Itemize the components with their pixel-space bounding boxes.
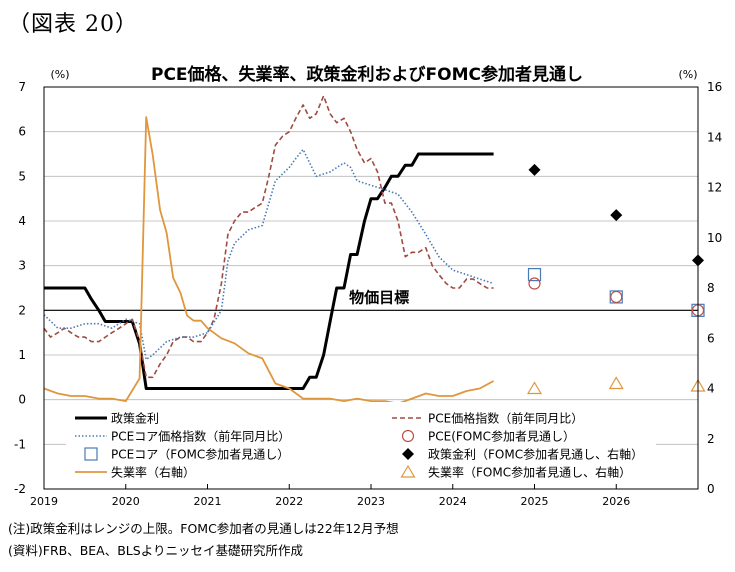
marker-pce-projection <box>401 429 415 443</box>
marker-unemployment-projection <box>526 381 543 395</box>
right-axis-unit: (%) <box>678 68 697 81</box>
legend: 政策金利 PCE価格指数（前年同月比） PCEコア価格指数（前年同月比） PCE(FO… <box>66 402 656 482</box>
y-left-tick-label: 0 <box>18 393 26 407</box>
y-right-tick-label: 8 <box>707 281 715 295</box>
legend-label: 失業率（FOMC参加者見通し、右軸） <box>428 465 631 480</box>
x-tick-label: 2021 <box>194 495 222 508</box>
legend-label: PCEコア（FOMC参加者見通し） <box>111 447 289 462</box>
x-tick-label: 2022 <box>275 495 303 508</box>
legend-label: 失業率（右軸） <box>111 465 195 480</box>
marker-pce-projection <box>610 290 623 304</box>
y-left-tick-label: 1 <box>18 348 26 362</box>
marker-unemployment-projection <box>608 376 624 390</box>
legend-background <box>66 402 656 482</box>
legend-label: PCEコア価格指数（前年同月比） <box>111 429 290 444</box>
marker-policy-projection <box>402 448 414 460</box>
marker-layer <box>526 163 706 395</box>
marker-policy-projection <box>528 163 541 176</box>
x-tick-label: 2020 <box>112 495 140 508</box>
marker-core-projection <box>84 447 98 461</box>
series-line-policy <box>44 152 494 390</box>
y-right-tick-label: 12 <box>707 181 722 195</box>
figure-label: （図表 20） <box>8 12 138 37</box>
y-left-tick-label: 4 <box>18 214 26 228</box>
series-line-core <box>43 148 494 361</box>
y-left-tick-label: 7 <box>18 80 26 94</box>
y-left-tick-label: -1 <box>14 437 26 451</box>
y-right-tick-label: 2 <box>707 432 715 446</box>
x-tick-label: 2025 <box>521 495 549 508</box>
y-right-tick-label: 4 <box>707 382 715 396</box>
note-line: (注)政策金利はレンジの上限。FOMC参加者の見通しは22年12月予想 <box>8 521 399 536</box>
marker-unemployment-projection <box>400 464 416 478</box>
chart-title: PCE価格、失業率、政策金利およびFOMC参加者見通し <box>151 64 583 85</box>
y-left-tick-label: 3 <box>18 259 26 273</box>
x-tick-label: 2023 <box>357 495 385 508</box>
marker-pce-projection <box>528 277 541 290</box>
legend-label: 政策金利 <box>111 411 159 426</box>
y-left-tick-label: 5 <box>18 169 26 183</box>
x-tick-label: 2019 <box>30 495 58 508</box>
y-right-tick-label: 10 <box>707 231 722 245</box>
series-layer: 物価目標 <box>43 95 698 405</box>
y-left-tick-label: 6 <box>18 125 26 139</box>
marker-core-projection <box>527 268 542 282</box>
y-right-tick-label: 16 <box>707 80 722 94</box>
legend-label: 政策金利（FOMC参加者見通し、右軸） <box>428 447 643 462</box>
series-line-pce <box>43 95 494 379</box>
legend-label: PCE(FOMC参加者見通し） <box>428 429 575 444</box>
y-right-tick-label: 14 <box>707 130 722 144</box>
x-tick-label: 2026 <box>602 495 630 508</box>
legend-label: PCE価格指数（前年同月比） <box>428 411 583 426</box>
target-label: 物価目標 <box>349 288 409 306</box>
series-line-unemp <box>43 116 495 405</box>
left-axis-unit: (%) <box>50 68 69 81</box>
marker-policy-projection <box>610 209 623 222</box>
source-line: (資料)FRB、BEA、BLSよりニッセイ基礎研究所作成 <box>8 543 303 558</box>
y-right-tick-label: 6 <box>707 331 715 345</box>
y-left-tick-label: 2 <box>18 303 26 317</box>
x-tick-label: 2024 <box>439 495 467 508</box>
y-right-tick-label: 0 <box>707 482 715 496</box>
y-left-tick-label: -2 <box>14 482 26 496</box>
